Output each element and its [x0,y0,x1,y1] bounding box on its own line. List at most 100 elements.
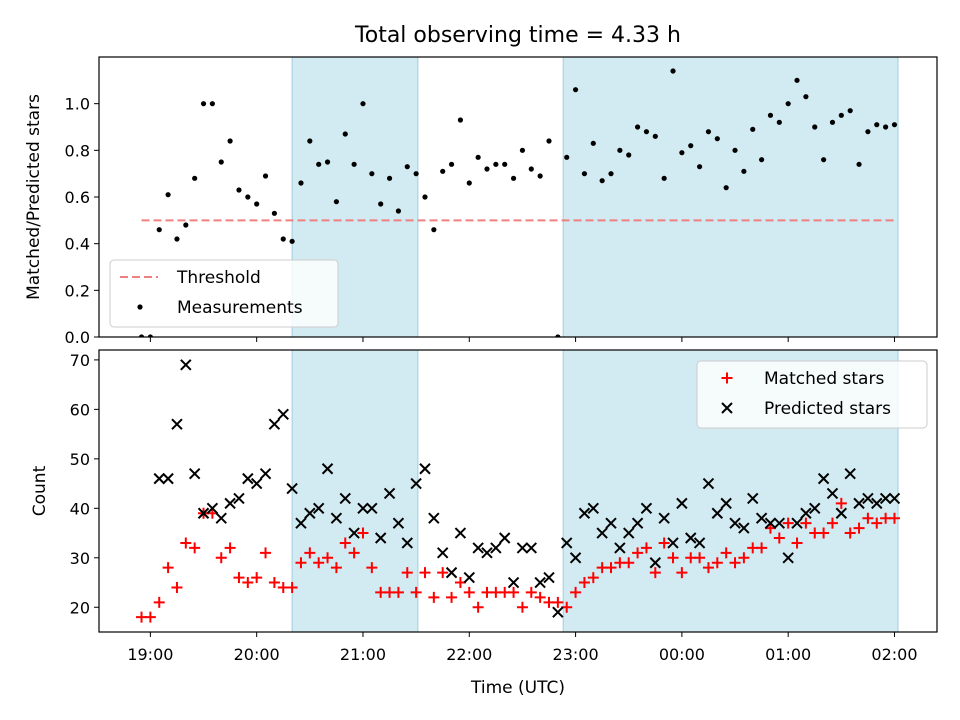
matched-star-point [791,537,803,549]
matched-star-point [162,562,174,574]
matched-star-point [888,512,900,524]
matched-star-point [251,572,263,584]
y-tick-label: 70 [70,351,90,370]
matched-star-point [313,557,325,569]
predicted-star-point [392,517,405,529]
matched-star-point [454,577,466,589]
matched-star-point [144,611,156,623]
matched-star-point [570,586,582,598]
x-tick-label: 00:00 [659,645,705,664]
matched-star-point [871,517,883,529]
measurement-point [413,171,419,177]
matched-star-point [818,527,830,539]
measurement-point [634,124,641,130]
predicted-star-point [312,502,325,515]
measurement-point [254,201,260,207]
plot-area [136,359,901,623]
chart-title: Total observing time = 4.33 h [354,23,681,48]
matched-star-point [215,552,227,564]
matched-star-point [401,567,413,579]
measurement-point [316,161,322,167]
predicted-star-point [888,492,901,505]
matched-star-point [508,586,520,598]
measurement-point [431,227,437,233]
measurement-point [883,124,889,130]
matched-star-point [153,596,165,608]
matched-star-point [525,586,537,598]
measurement-point [572,87,579,93]
predicted-star-point [507,576,520,589]
measurement-point [696,164,703,170]
predicted-star-point [295,517,307,529]
predicted-star-point [171,418,183,430]
predicted-star-point [357,502,369,515]
predicted-star-point [162,472,174,485]
x-tick-label: 23:00 [553,645,599,664]
predicted-star-point [879,492,892,505]
predicted-star-point [339,492,351,505]
y-tick-label: 1.0 [65,95,90,114]
predicted-star-point [534,576,546,589]
measurement-point [342,131,348,137]
y-tick-label: 0.2 [65,281,90,300]
predicted-star-point [702,477,715,490]
predicted-star-point [640,502,653,515]
matched-star-point [649,567,661,579]
predicted-star-point [197,507,210,519]
y-tick-label: 60 [70,400,90,419]
matched-star-point [835,497,847,509]
observing-span-2 [562,56,899,338]
measurement-point [183,222,189,228]
legend-box [696,360,928,429]
matched-star-point [578,577,590,589]
matched-star-point [632,547,644,559]
matched-star-point [534,591,546,603]
measurement-point [776,119,782,125]
predicted-star-point [180,359,192,371]
measurement-point [502,161,508,167]
predicted-star-point [277,408,289,421]
measurement-point [705,129,712,135]
matched-star-point [640,542,652,554]
measurement-point [440,168,446,174]
predicted-star-point [428,512,440,524]
predicted-star-point [605,517,617,529]
x-tick-label: 20:00 [234,645,280,664]
matched-star-point [410,586,422,598]
measurement-point [750,126,756,132]
x-tick-label: 19:00 [127,645,173,664]
measurement-point [484,166,490,172]
measurement-point [192,175,198,181]
matched-star-point [286,581,298,593]
measurement-point [475,154,481,160]
predicted-star-point [250,477,263,490]
predicted-star-point [188,467,201,480]
measurement-point [874,122,880,128]
predicted-star-point [782,552,794,564]
measurement-point [679,150,685,156]
measurement-point [626,152,632,158]
matched-star-point [667,552,679,564]
matched-star-point [330,562,342,574]
measurement-point [829,119,836,125]
y-tick-label: 0.4 [65,235,90,254]
legend-label: Threshold [176,268,261,288]
measurement-point [643,129,650,135]
measurement-point [351,161,357,167]
matched-star-point [322,552,334,564]
matched-star-point [242,577,254,589]
matched-star-point [658,537,670,549]
legend-measurement-swatch [137,304,143,310]
x-axis-label: Time (UTC) [470,678,565,698]
matched-star-point [516,601,528,613]
predicted-star-point [817,472,830,485]
matched-star-point [756,542,768,554]
matched-star-point [711,557,723,569]
measurement-point [466,180,472,186]
predicted-star-point [366,502,378,515]
predicted-star-point [242,472,254,485]
predicted-star-point [259,467,272,480]
measurement-point [262,173,269,179]
measurement-point [581,171,588,177]
matched-star-point [853,522,865,534]
